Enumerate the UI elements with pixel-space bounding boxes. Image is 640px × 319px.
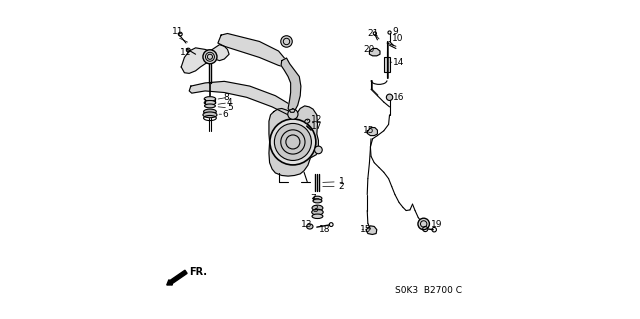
Text: 8: 8 (223, 93, 229, 102)
Text: 9: 9 (393, 27, 399, 36)
Bar (384, 57, 390, 72)
Text: 21: 21 (367, 29, 379, 38)
Text: 3: 3 (312, 205, 318, 214)
Ellipse shape (313, 199, 322, 203)
Text: 20: 20 (364, 45, 375, 54)
Polygon shape (366, 226, 377, 234)
Ellipse shape (312, 205, 323, 211)
Text: 17: 17 (311, 122, 323, 131)
Ellipse shape (312, 214, 323, 219)
Ellipse shape (204, 97, 216, 101)
Circle shape (418, 218, 429, 230)
Text: 2: 2 (339, 182, 344, 191)
Text: 13: 13 (301, 220, 312, 229)
Text: S0K3  B2700 C: S0K3 B2700 C (395, 286, 462, 295)
Text: 7: 7 (310, 194, 316, 203)
Polygon shape (269, 106, 319, 176)
Ellipse shape (204, 100, 216, 105)
Circle shape (288, 109, 298, 119)
Polygon shape (281, 58, 301, 112)
Text: 1: 1 (339, 177, 344, 186)
Circle shape (387, 94, 393, 100)
Text: 10: 10 (392, 34, 404, 43)
Text: 18: 18 (319, 225, 330, 234)
Polygon shape (218, 33, 287, 67)
Circle shape (270, 119, 316, 165)
Polygon shape (181, 45, 229, 73)
Ellipse shape (305, 119, 310, 123)
Text: 5: 5 (227, 103, 232, 112)
Polygon shape (367, 128, 378, 136)
Ellipse shape (205, 104, 216, 108)
Text: 19: 19 (431, 220, 442, 229)
Text: 15: 15 (363, 126, 374, 135)
Circle shape (203, 50, 217, 64)
Text: 11: 11 (172, 27, 183, 36)
Ellipse shape (313, 196, 322, 201)
Text: 6: 6 (223, 110, 228, 119)
FancyArrow shape (167, 270, 187, 285)
Polygon shape (369, 48, 380, 56)
Ellipse shape (312, 209, 323, 215)
Text: 16: 16 (393, 93, 404, 102)
Ellipse shape (203, 112, 217, 118)
Ellipse shape (204, 109, 216, 114)
Polygon shape (189, 81, 294, 116)
Text: 15: 15 (360, 225, 371, 234)
Text: 4: 4 (227, 98, 232, 107)
Ellipse shape (307, 224, 313, 229)
Circle shape (315, 146, 322, 154)
Text: 11: 11 (180, 48, 191, 57)
Text: 12: 12 (311, 115, 323, 124)
Text: 14: 14 (393, 58, 404, 67)
Circle shape (275, 123, 312, 160)
Text: FR.: FR. (189, 267, 207, 277)
Circle shape (281, 36, 292, 47)
